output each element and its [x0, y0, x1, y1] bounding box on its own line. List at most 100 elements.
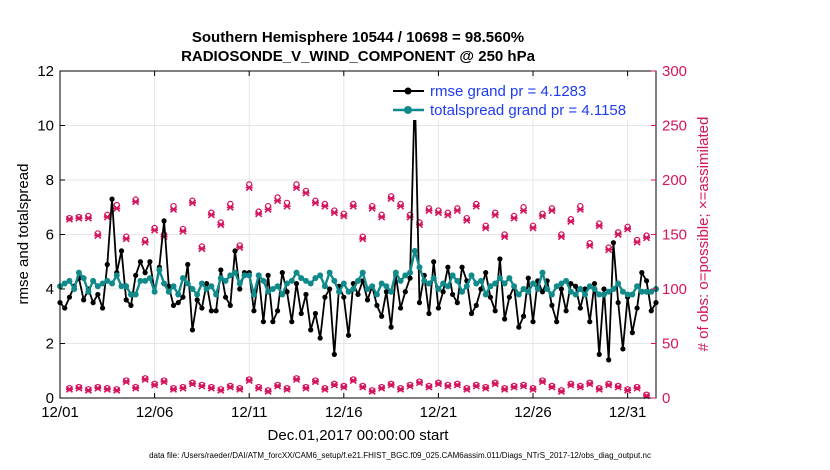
series-point-totalspread: [66, 277, 73, 284]
series-point-totalspread: [477, 277, 484, 284]
series-point-totalspread: [274, 283, 281, 290]
series-point-totalspread: [90, 277, 97, 284]
obs-possible-marker: [75, 383, 83, 391]
series-point-totalspread: [255, 272, 262, 279]
obs-assimilated-marker: [482, 384, 490, 392]
series-point-totalspread: [421, 277, 428, 284]
obs-assimilated-marker: [538, 212, 547, 220]
series-point-rmse: [568, 280, 574, 287]
series-point-rmse: [587, 319, 593, 325]
obs-assimilated-marker: [453, 381, 461, 389]
series-point-totalspread: [629, 291, 636, 298]
series-point-totalspread: [520, 286, 527, 292]
obs-assimilated-marker: [595, 222, 603, 230]
series-point-totalspread: [473, 280, 480, 287]
series-point-totalspread: [104, 277, 111, 284]
legend-box: [388, 80, 650, 120]
series-point-rmse: [109, 196, 115, 202]
x-tick-label: 12/11: [231, 404, 267, 421]
obs-assimilated-marker: [311, 378, 319, 386]
obs-assimilated-marker: [292, 184, 301, 192]
series-point-totalspread: [241, 272, 248, 279]
series-point-totalspread: [71, 286, 78, 292]
obs-assimilated-marker: [198, 245, 206, 253]
obs-assimilated-marker: [122, 378, 130, 386]
obs-assimilated-marker: [624, 386, 632, 394]
series-point-totalspread: [246, 272, 253, 279]
legend-spread-marker: [404, 106, 412, 114]
obs-possible-marker: [350, 376, 357, 383]
obs-assimilated-marker: [122, 235, 130, 243]
obs-assimilated-marker: [463, 385, 471, 393]
series-point-rmse: [170, 302, 177, 308]
series-point-rmse: [232, 248, 238, 254]
series-point-rmse: [199, 305, 205, 311]
obs-possible-marker: [416, 378, 423, 385]
obs-possible-marker: [520, 381, 527, 389]
obs-assimilated-marker: [84, 214, 92, 222]
y-right-tick-label: 0: [662, 390, 670, 407]
obs-possible-marker: [85, 386, 92, 393]
series-point-rmse: [81, 297, 87, 303]
series-point-rmse: [185, 261, 191, 268]
obs-assimilated-marker: [387, 381, 395, 389]
obs-possible-marker: [444, 381, 452, 389]
obs-assimilated-marker: [642, 234, 651, 242]
obs-assimilated-marker: [501, 233, 509, 241]
series-point-totalspread: [591, 286, 598, 292]
obs-assimilated-marker: [274, 382, 282, 390]
y-right-tick-label: 100: [662, 281, 687, 298]
series-point-rmse: [237, 286, 243, 292]
obs-possible-marker: [397, 384, 404, 392]
series-point-rmse: [374, 302, 380, 308]
obs-assimilated-marker: [103, 385, 111, 393]
obs-possible-marker: [359, 382, 366, 390]
y-right-tick-label: 150: [662, 227, 687, 244]
series-point-rmse: [563, 308, 569, 314]
series-point-totalspread: [487, 283, 494, 290]
obs-assimilated-marker: [245, 376, 253, 385]
series-point-totalspread: [572, 291, 579, 298]
obs-assimilated-marker: [368, 204, 376, 212]
obs-assimilated-marker: [75, 384, 83, 392]
series-point-rmse: [175, 300, 181, 306]
obs-assimilated-marker: [397, 202, 405, 210]
series-point-totalspread: [577, 286, 584, 292]
obs-assimilated-marker: [217, 221, 225, 229]
obs-assimilated-marker: [605, 381, 613, 389]
series-point-rmse: [317, 335, 323, 341]
obs-assimilated-marker: [226, 383, 234, 391]
obs-assimilated-marker: [491, 211, 499, 219]
series-point-rmse: [128, 302, 134, 308]
series-point-totalspread: [213, 291, 220, 298]
series-point-totalspread: [582, 291, 589, 298]
series-point-rmse: [634, 305, 640, 311]
series-point-totalspread: [189, 286, 196, 292]
obs-possible-marker: [66, 214, 73, 222]
series-point-totalspread: [440, 280, 447, 287]
series-point-totalspread: [61, 280, 68, 287]
obs-assimilated-marker: [444, 211, 452, 219]
series-point-totalspread: [407, 269, 414, 276]
obs-possible-marker: [473, 381, 480, 389]
obs-possible-marker: [387, 380, 395, 388]
obs-possible-marker: [66, 384, 73, 392]
series-point-rmse: [284, 289, 290, 295]
obs-assimilated-marker: [463, 216, 471, 224]
series-point-totalspread: [302, 277, 309, 284]
series-point-rmse: [431, 259, 437, 265]
series-point-rmse: [312, 310, 319, 317]
series-point-totalspread: [383, 283, 390, 290]
obs-assimilated-marker: [529, 385, 537, 393]
obs-possible-marker: [331, 380, 338, 388]
legend-rmse-label: rmse grand pr = 4.1283: [430, 83, 586, 100]
series-point-rmse: [639, 270, 645, 276]
series-point-totalspread: [284, 280, 291, 287]
obs-assimilated-marker: [510, 383, 518, 391]
series-point-rmse: [208, 308, 214, 314]
y-left-tick-label: 2: [46, 336, 54, 353]
series-point-rmse: [435, 305, 442, 311]
series-point-totalspread: [317, 272, 324, 279]
series-point-rmse: [383, 289, 389, 295]
series-point-totalspread: [345, 288, 352, 295]
